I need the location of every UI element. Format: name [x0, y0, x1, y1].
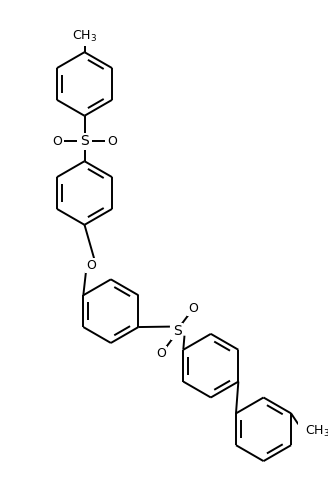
Text: S: S	[173, 324, 182, 338]
Text: CH$_3$: CH$_3$	[305, 424, 328, 439]
Text: O: O	[52, 135, 62, 148]
Text: CH$_3$: CH$_3$	[72, 29, 97, 44]
Text: O: O	[156, 347, 166, 360]
Text: O: O	[189, 302, 198, 315]
Text: O: O	[86, 259, 96, 272]
Text: O: O	[107, 135, 117, 148]
Text: S: S	[80, 134, 89, 148]
